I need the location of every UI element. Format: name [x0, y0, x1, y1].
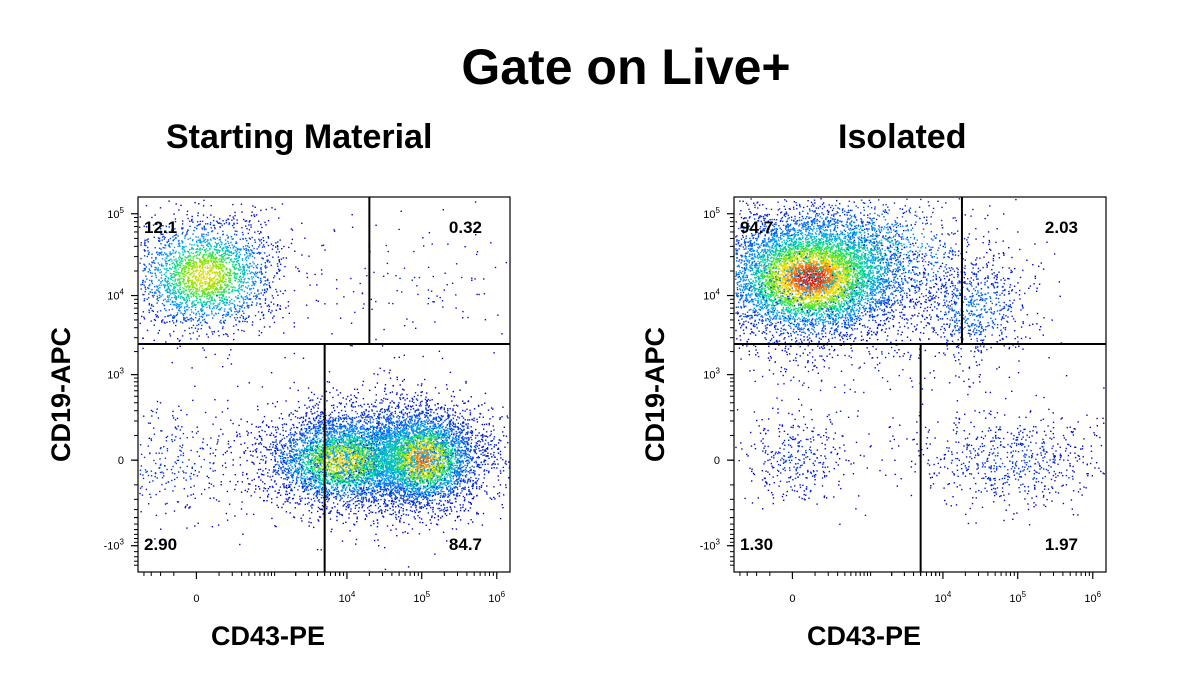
x-tick-label: 0: [789, 593, 795, 605]
quadrant-label-upper-left: 12.1: [144, 218, 177, 237]
x-tick-label: 104: [339, 590, 356, 605]
y-axis-label: CD19-APC: [640, 327, 670, 462]
panel-title-isolated: Isolated: [838, 118, 966, 157]
scatter-points: [139, 199, 511, 571]
quadrant-label-upper-right: 0.32: [449, 218, 482, 237]
quadrant-label-lower-left: 2.90: [144, 535, 177, 554]
quadrant-label-lower-right: 1.97: [1045, 535, 1078, 554]
panel-title-starting-material: Starting Material: [166, 118, 432, 157]
x-axis-label: CD43-PE: [807, 621, 921, 651]
x-tick-label: 105: [413, 590, 430, 605]
quadrant-label-upper-right: 2.03: [1045, 218, 1078, 237]
y-tick-label: 104: [703, 288, 720, 303]
scatter-points: [735, 198, 1105, 526]
y-tick-label: 103: [703, 367, 720, 382]
x-tick-label: 105: [1009, 590, 1026, 605]
quadrant-label-lower-left: 1.30: [740, 535, 773, 554]
y-tick-label: 0: [118, 455, 124, 467]
y-tick-label: -103: [104, 538, 125, 553]
y-tick-label: 105: [107, 206, 124, 221]
y-axis-label: CD19-APC: [46, 327, 76, 462]
x-tick-label: 104: [935, 590, 952, 605]
x-tick-label: 106: [1084, 590, 1101, 605]
plot-isolated: 94.7 2.03 1.30 1.97 0 104 105 106 -103 0 103 104 105…: [640, 196, 1107, 651]
y-tick-label: -103: [700, 538, 721, 553]
x-tick-label: 0: [193, 593, 199, 605]
quadrant-label-upper-left: 94.7: [740, 218, 773, 237]
y-tick-label: 0: [714, 455, 720, 467]
y-tick-label: 103: [107, 367, 124, 382]
plot-starting-material: 12.1 0.32 2.90 84.7 0 104 105 106 -103 0 103 104 105…: [46, 196, 511, 651]
quadrant-label-lower-right: 84.7: [449, 535, 482, 554]
main-title: Gate on Live+: [0, 38, 1200, 96]
x-axis-label: CD43-PE: [211, 621, 325, 651]
y-tick-label: 104: [107, 288, 124, 303]
x-tick-label: 106: [488, 590, 505, 605]
y-tick-label: 105: [703, 206, 720, 221]
